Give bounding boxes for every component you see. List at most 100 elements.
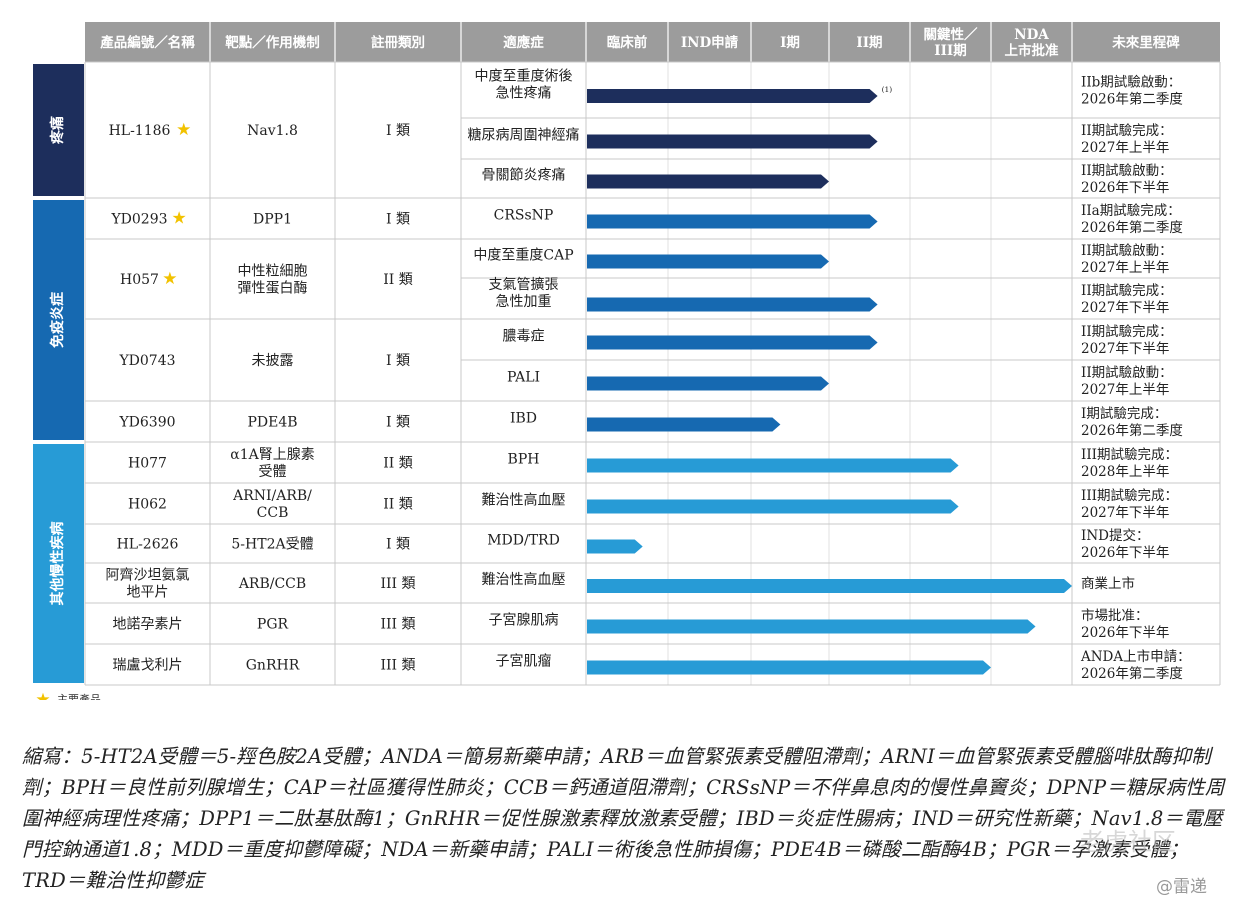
target-mechanism: GnRHR (246, 658, 300, 674)
pipeline-chart: 產品編號／名稱 靶點／作用機制 註冊類別 適應症 臨床前 IND申請 I期 II期 關鍵性／ II… (33, 22, 1221, 700)
milestone: ANDA上市申請： 2026年第二季度 (1080, 648, 1191, 682)
product-name: H057 (120, 272, 159, 288)
watermark-handle: @雷递 (1156, 877, 1207, 897)
progress-bar (587, 417, 781, 432)
indication-row: 難治性高血壓 III期試驗完成： 2027年下半年 (482, 488, 1179, 521)
indication: 中度至重度CAP (473, 248, 573, 264)
star-icon: ★ (162, 269, 177, 289)
milestone: II期試驗完成： 2027年下半年 (1081, 283, 1173, 316)
indication: PALI (507, 370, 540, 386)
product-block: HL-1186 ★ Nav1.8 I 類 中度至重度術後急性疼痛 (1) IIb期試驗啟動：… (85, 61, 1220, 196)
product-name: YD0293 (110, 212, 167, 228)
watermark-brand: 老虎社区 (1080, 828, 1176, 856)
group-label: 其他慢性疾病 (49, 522, 66, 606)
group-label: 疼痛 (49, 116, 66, 144)
milestone: II期試驗啟動： 2026年下半年 (1081, 163, 1173, 196)
registration-category: I 類 (386, 415, 410, 431)
progress-bar (587, 214, 878, 229)
registration-category: III 類 (380, 617, 415, 633)
indication-row: 支氣管擴張急性加重 II期試驗完成： 2027年下半年 (461, 276, 1220, 316)
header-cell: 適應症 (503, 34, 544, 51)
indication-row: IBD I期試驗完成： 2026年第二季度 (510, 406, 1183, 439)
abbreviations-footnote: 縮寫：5-HT2A受體＝5-羥色胺2A受體；ANDA＝簡易新藥申請；ARB＝血管… (22, 745, 1225, 892)
milestone: II期試驗完成： 2027年上半年 (1081, 123, 1173, 156)
product-block: 瑞盧戈利片 GnRHR III 類 子宮肌瘤 ANDA上市申請： 2026年第二季度 (85, 643, 1220, 682)
header-cell: IND申請 (681, 34, 739, 51)
milestone: II期試驗啟動： 2027年上半年 (1081, 365, 1173, 398)
product-name: 阿齊沙坦氨氯地平片 (106, 567, 190, 601)
indication-row: CRSsNP IIa期試驗完成： 2026年第二季度 (494, 203, 1183, 236)
header-cell: NDA 上市批准 (1005, 27, 1059, 59)
indication: 膿毒症 (503, 329, 545, 345)
progress-bar (587, 539, 643, 554)
milestone: I期試驗完成： 2026年第二季度 (1081, 406, 1183, 439)
header-cell: 靶點／作用機制 (225, 34, 320, 51)
product-name: HL-2626 (117, 537, 179, 553)
milestone: IND提交： 2026年下半年 (1081, 527, 1169, 561)
indication: 子宮腺肌病 (489, 613, 559, 629)
product-name: YD0743 (118, 353, 175, 369)
product-block: H077 α1A腎上腺素受體 II 類 BPH III期試驗完成： 2028年上半年 (85, 441, 1220, 480)
indication: IBD (510, 411, 537, 427)
legend: ★ 主要產品 (35, 690, 101, 700)
product-block: YD0293 ★ DPP1 I 類 CRSsNP IIa期試驗完成： 2026年第二季度 (85, 197, 1220, 236)
header-cell: 未來里程碑 (1112, 34, 1180, 51)
header-cell: 產品編號／名稱 (99, 34, 195, 51)
indication-row: 糖尿病周圍神經痛 II期試驗完成： 2027年上半年 (461, 117, 1220, 156)
indication: 難治性高血壓 (482, 492, 566, 509)
milestone: 商業上市 (1081, 575, 1135, 592)
target-mechanism: PDE4B (247, 415, 297, 431)
product-name: HL-1186 (109, 123, 171, 139)
group-label: 免疫炎症 (49, 292, 66, 348)
indication-row: 中度至重度CAP II期試驗啟動： 2027年上半年 (473, 243, 1172, 276)
indication: MDD/TRD (487, 533, 560, 549)
milestone: 市場批准： 2026年下半年 (1081, 607, 1169, 641)
product-block: YD6390 PDE4B I 類 IBD I期試驗完成： 2026年第二季度 (85, 400, 1220, 439)
star-icon: ★ (35, 690, 50, 700)
group-bar: 其他慢性疾病 (33, 444, 84, 683)
indication-row: 膿毒症 II期試驗完成： 2027年下半年 (503, 324, 1173, 357)
progress-bar (587, 499, 959, 514)
header-cell: 關鍵性／ III期 (924, 26, 978, 59)
product-name: 地諾孕素片 (113, 617, 183, 633)
indication-row: BPH III期試驗完成： 2028年上半年 (508, 447, 1178, 480)
progress-bar (587, 660, 991, 675)
target-mechanism: DPP1 (253, 212, 292, 228)
progress-bar (587, 376, 829, 391)
progress-bar (587, 335, 878, 350)
indication: 骨關節炎疼痛 (482, 167, 566, 184)
product-name: H062 (128, 497, 167, 513)
registration-category: III 類 (380, 576, 415, 592)
product-name: 瑞盧戈利片 (113, 658, 183, 674)
product-block: 阿齊沙坦氨氯地平片 ARB/CCB III 類 難治性高血壓 商業上市 (85, 562, 1220, 601)
target-mechanism: α1A腎上腺素受體 (230, 447, 314, 480)
indication: 中度至重度術後急性疼痛 (475, 69, 573, 102)
group-bar: 疼痛 (33, 64, 84, 196)
star-icon: ★ (176, 120, 191, 140)
indication: 子宮肌瘤 (496, 653, 552, 670)
group-bar: 免疫炎症 (33, 200, 84, 440)
indication-row: 骨關節炎疼痛 II期試驗啟動： 2026年下半年 (461, 158, 1220, 196)
header-cell: I期 (780, 35, 800, 51)
watermark: 老虎社区 @雷递 (1080, 822, 1230, 897)
indication-row: PALI II期試驗啟動： 2027年上半年 (461, 359, 1220, 398)
registration-category: II 類 (383, 456, 413, 472)
indication: 難治性高血壓 (482, 571, 566, 588)
registration-category: I 類 (386, 212, 410, 228)
registration-category: I 類 (386, 123, 410, 139)
progress-bar (587, 254, 829, 269)
target-mechanism: ARB/CCB (238, 576, 306, 592)
product-block: H057 ★ 中性粒細胞彈性蛋白酶 II 類 中度至重度CAP II期試驗啟動： 2027年… (85, 238, 1220, 316)
product-block: 地諾孕素片 PGR III 類 子宮腺肌病 市場批准： 2026年下半年 (85, 602, 1220, 641)
target-mechanism: 5-HT2A受體 (231, 537, 313, 553)
indication: 糖尿病周圍神經痛 (468, 127, 580, 144)
indication-row: 子宮肌瘤 ANDA上市申請： 2026年第二季度 (496, 648, 1191, 682)
target-mechanism: PGR (257, 617, 289, 633)
indication-row: 難治性高血壓 商業上市 (482, 571, 1135, 593)
progress-bar (587, 89, 878, 103)
milestone: II期試驗完成： 2027年下半年 (1081, 324, 1173, 357)
star-icon: ★ (171, 209, 186, 229)
progress-bar (587, 134, 878, 149)
registration-category: III 類 (380, 658, 415, 674)
table-header: 產品編號／名稱 靶點／作用機制 註冊類別 適應症 臨床前 IND申請 I期 II期 關鍵性／ II… (85, 22, 1220, 62)
